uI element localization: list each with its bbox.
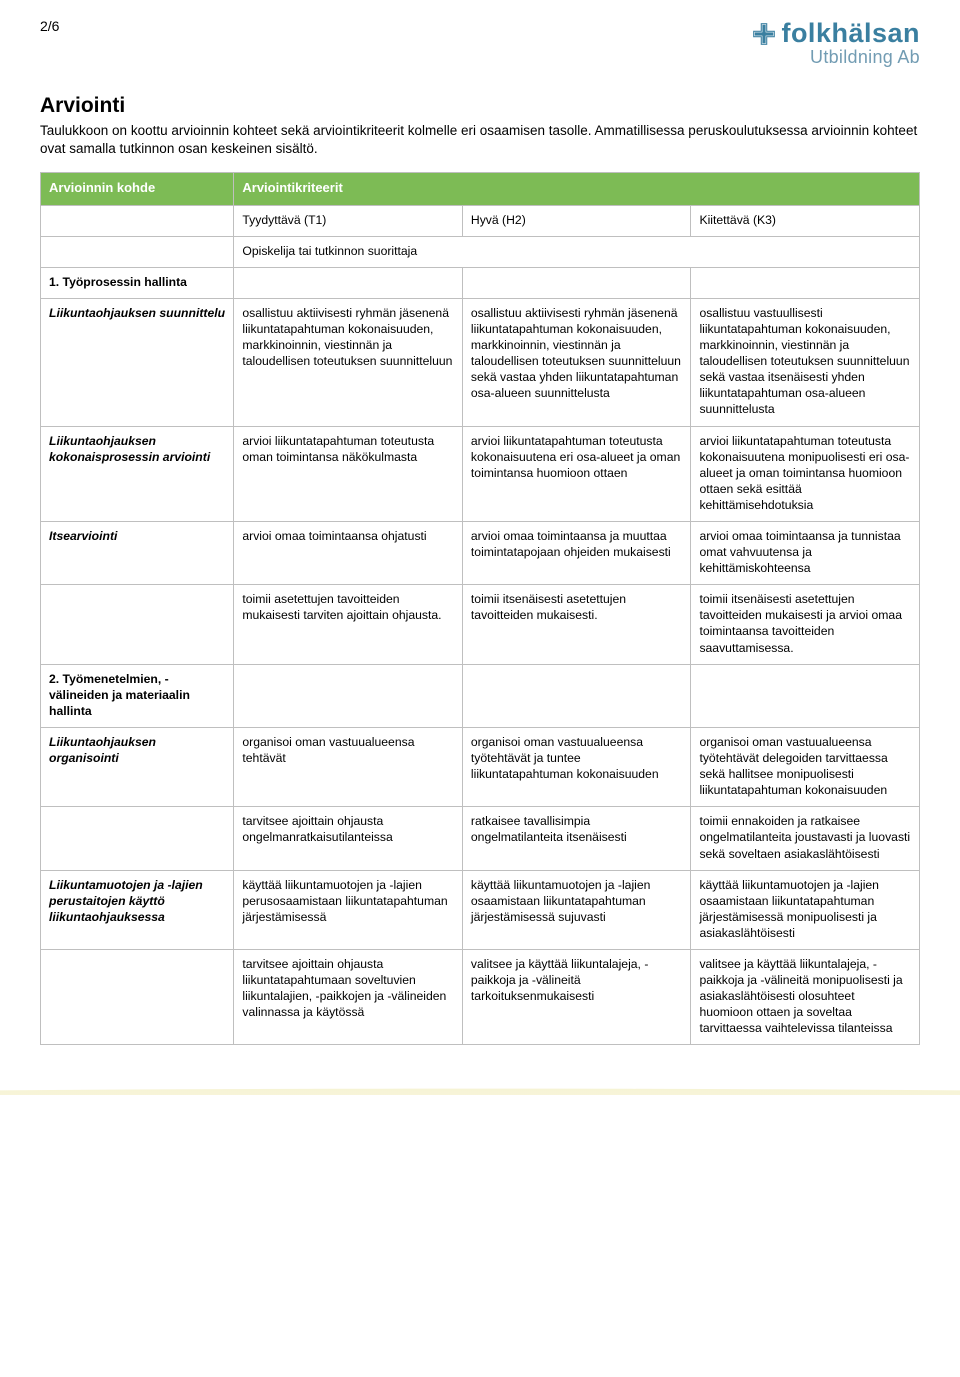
cell-k3: toimii itsenäisesti asetettujen tavoitte… <box>691 585 920 664</box>
section-title: Arviointi <box>40 94 920 118</box>
level-t1: Tyydyttävä (T1) <box>234 205 463 236</box>
table-row: Liikuntamuotojen ja -lajien perustaitoje… <box>41 870 920 949</box>
page-number: 2/6 <box>40 18 59 34</box>
table-row: Itsearviointi arvioi omaa toimintaansa o… <box>41 522 920 585</box>
cell-k3: käyttää liikuntamuotojen ja -lajien osaa… <box>691 870 920 949</box>
level-h2: Hyvä (H2) <box>462 205 691 236</box>
footer-decoration <box>0 1061 960 1095</box>
table-row: Liikuntaohjauksen kokonaisprosessin arvi… <box>41 426 920 521</box>
subheader-row: Opiskelija tai tutkinnon suorittaja <box>41 236 920 267</box>
cell-t1: tarvitsee ajoittain ohjausta liikuntatap… <box>234 949 463 1044</box>
cell-h2: arvioi omaa toimintaansa ja muuttaa toim… <box>462 522 691 585</box>
cell-t1: osallistuu aktiivisesti ryhmän jäsenenä … <box>234 298 463 426</box>
cell-k3: valitsee ja käyttää liikuntalajeja, -pai… <box>691 949 920 1044</box>
row-label: Liikuntaohjauksen suunnittelu <box>41 298 234 426</box>
row-label: Liikuntamuotojen ja -lajien perustaitoje… <box>41 870 234 949</box>
cell-t1: organisoi oman vastuualueensa tehtävät <box>234 727 463 806</box>
table-row: toimii asetettujen tavoitteiden mukaises… <box>41 585 920 664</box>
cell-k3: toimii ennakoiden ja ratkaisee ongelmati… <box>691 807 920 870</box>
cell-h2: ratkaisee tavallisimpia ongelmatilanteit… <box>462 807 691 870</box>
table-header-row: Arvioinnin kohde Arviointikriteerit <box>41 173 920 205</box>
group2-title: 2. Työmenetelmien, -välineiden ja materi… <box>41 664 234 727</box>
cell-t1: arvioi omaa toimintaansa ohjatusti <box>234 522 463 585</box>
intro-text: Taulukkoon on koottu arvioinnin kohteet … <box>40 122 920 158</box>
levels-row: Tyydyttävä (T1) Hyvä (H2) Kiitettävä (K3… <box>41 205 920 236</box>
cell-h2: organisoi oman vastuualueensa työtehtävä… <box>462 727 691 806</box>
row-label <box>41 807 234 870</box>
cell-t1: tarvitsee ajoittain ohjausta ongelmanrat… <box>234 807 463 870</box>
cell-h2: osallistuu aktiivisesti ryhmän jäsenenä … <box>462 298 691 426</box>
table-row: Liikuntaohjauksen organisointi organisoi… <box>41 727 920 806</box>
criteria-table: Arvioinnin kohde Arviointikriteerit Tyyd… <box>40 172 920 1045</box>
subheader: Opiskelija tai tutkinnon suorittaja <box>234 236 920 267</box>
cell-h2: käyttää liikuntamuotojen ja -lajien osaa… <box>462 870 691 949</box>
cell-h2: valitsee ja käyttää liikuntalajeja, -pai… <box>462 949 691 1044</box>
cell-k3: osallistuu vastuullisesti liikuntatapaht… <box>691 298 920 426</box>
header-right: Arviointikriteerit <box>234 173 920 205</box>
cell-t1: toimii asetettujen tavoitteiden mukaises… <box>234 585 463 664</box>
group2-title-row: 2. Työmenetelmien, -välineiden ja materi… <box>41 664 920 727</box>
cell-h2: toimii itsenäisesti asetettujen tavoitte… <box>462 585 691 664</box>
row-label <box>41 949 234 1044</box>
level-k3: Kiitettävä (K3) <box>691 205 920 236</box>
cell-k3: arvioi liikuntatapahtuman toteutusta kok… <box>691 426 920 521</box>
cell-h2: arvioi liikuntatapahtuman toteutusta kok… <box>462 426 691 521</box>
plus-cross-icon <box>751 21 777 47</box>
cell-t1: käyttää liikuntamuotojen ja -lajien peru… <box>234 870 463 949</box>
group1-title: 1. Työprosessin hallinta <box>41 267 234 298</box>
logo-subtext: Utbildning Ab <box>751 47 920 68</box>
row-label <box>41 585 234 664</box>
row-label: Liikuntaohjauksen organisointi <box>41 727 234 806</box>
table-row: tarvitsee ajoittain ohjausta ongelmanrat… <box>41 807 920 870</box>
table-row: Liikuntaohjauksen suunnittelu osallistuu… <box>41 298 920 426</box>
row-label: Itsearviointi <box>41 522 234 585</box>
header-left: Arvioinnin kohde <box>41 173 234 205</box>
group1-title-row: 1. Työprosessin hallinta <box>41 267 920 298</box>
cell-k3: organisoi oman vastuualueensa työtehtävä… <box>691 727 920 806</box>
cell-t1: arvioi liikuntatapahtuman toteutusta oma… <box>234 426 463 521</box>
cell-k3: arvioi omaa toimintaansa ja tunnistaa om… <box>691 522 920 585</box>
logo: folkhälsan Utbildning Ab <box>751 18 920 68</box>
table-row: tarvitsee ajoittain ohjausta liikuntatap… <box>41 949 920 1044</box>
logo-text: folkhälsan <box>781 18 920 49</box>
row-label: Liikuntaohjauksen kokonaisprosessin arvi… <box>41 426 234 521</box>
